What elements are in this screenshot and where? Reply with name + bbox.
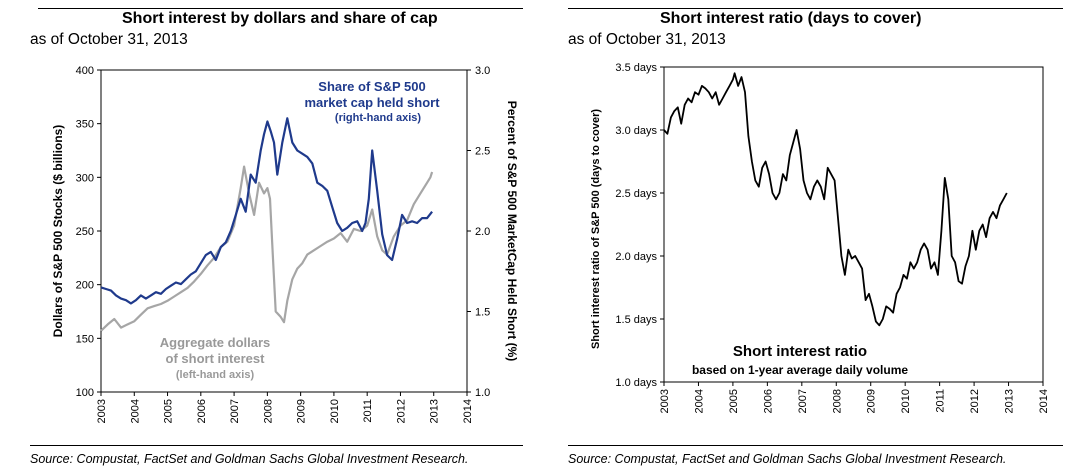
x-tick-label: 2012 bbox=[969, 389, 981, 413]
y-tick-label: 1.0 days bbox=[615, 377, 657, 389]
right-bottom-rule bbox=[568, 445, 1063, 446]
left-y-tick-label: 400 bbox=[76, 65, 94, 77]
left-chart-plot: 100 150 200 250 300 350 400 1.0 1.5 2.0 2.5 3.0 2003… bbox=[51, 65, 519, 423]
y-tick-label: 2.0 days bbox=[615, 251, 657, 263]
x-tick-label: 2013 bbox=[1004, 389, 1016, 413]
share-of-cap-line bbox=[100, 117, 433, 305]
x-tick-label: 2010 bbox=[329, 399, 341, 423]
x-tick-label: 2009 bbox=[296, 399, 308, 423]
left-y-tick-label: 100 bbox=[76, 387, 94, 399]
x-tick-label: 2007 bbox=[797, 389, 809, 413]
left-y-tick-label: 300 bbox=[76, 172, 94, 184]
left-y-tick-label: 250 bbox=[76, 226, 94, 238]
x-tick-label: 2014 bbox=[462, 399, 474, 423]
right-y-tick-label: 3.0 bbox=[475, 65, 490, 77]
y-tick-label: 1.5 days bbox=[615, 314, 657, 326]
left-y-axis-title: Dollars of S&P 500 Stocks ($ billions) bbox=[51, 125, 65, 338]
right-y-tick-label: 1.5 bbox=[475, 307, 490, 319]
x-tick-label: 2011 bbox=[362, 399, 374, 423]
short-interest-ratio-line bbox=[663, 72, 1008, 327]
left-bottom-rule bbox=[30, 445, 523, 446]
right-y-axis-title: Percent of S&P 500 MarketCap Held Short … bbox=[505, 101, 519, 362]
right-y-tick-label: 2.5 bbox=[475, 146, 490, 158]
x-tick-label: 2005 bbox=[163, 399, 175, 423]
right-source-note: Source: Compustat, FactSet and Goldman S… bbox=[568, 452, 1007, 466]
x-tick-label: 2005 bbox=[728, 389, 740, 413]
x-tick-label: 2011 bbox=[935, 389, 947, 413]
x-tick-label: 2008 bbox=[262, 399, 274, 423]
x-tick-label: 2006 bbox=[196, 399, 208, 423]
y-tick-label: 2.5 days bbox=[615, 188, 657, 200]
x-tick-label: 2007 bbox=[229, 399, 241, 423]
left-y-tick-label: 350 bbox=[76, 119, 94, 131]
right-y-tick-label: 2.0 bbox=[475, 226, 490, 238]
x-tick-label: 2003 bbox=[659, 389, 671, 413]
right-chart-title: Short interest ratio (days to cover) bbox=[660, 10, 922, 27]
x-tick-label: 2010 bbox=[900, 389, 912, 413]
y-axis-title: Short interest ratio of S&P 500 (days to… bbox=[590, 109, 602, 349]
right-chart-plot: 1.0 days 1.5 days 2.0 days 2.5 days 3.0 days… bbox=[590, 62, 1050, 413]
right-chart-subtitle: as of October 31, 2013 bbox=[568, 31, 726, 48]
aggregate-annotation-line2: of short interest bbox=[166, 351, 266, 366]
left-source-note: Source: Compustat, FactSet and Goldman S… bbox=[30, 452, 469, 466]
left-chart-title: Short interest by dollars and share of c… bbox=[122, 10, 438, 27]
x-tick-label: 2012 bbox=[395, 399, 407, 423]
x-tick-label: 2009 bbox=[866, 389, 878, 413]
share-annotation-line1: Share of S&P 500 bbox=[318, 79, 425, 94]
annotation-title: Short interest ratio bbox=[733, 343, 867, 360]
share-annotation-line2: market cap held short bbox=[304, 95, 440, 110]
share-annotation-line3: (right-hand axis) bbox=[335, 112, 422, 124]
left-y-tick-label: 200 bbox=[76, 280, 94, 292]
annotation-subtitle: based on 1-year average daily volume bbox=[692, 363, 908, 377]
right-top-rule bbox=[568, 8, 1063, 9]
aggregate-annotation-line3: (left-hand axis) bbox=[176, 369, 255, 381]
right-chart-panel: Short interest ratio (days to cover) as … bbox=[563, 0, 1070, 472]
y-tick-label: 3.0 days bbox=[615, 125, 657, 137]
x-tick-label: 2006 bbox=[762, 389, 774, 413]
right-y-tick-label: 1.0 bbox=[475, 387, 490, 399]
x-tick-label: 2008 bbox=[831, 389, 843, 413]
plot-frame bbox=[663, 66, 1044, 383]
y-tick-label: 3.5 days bbox=[615, 62, 657, 74]
x-tick-label: 2004 bbox=[129, 399, 141, 423]
left-y-tick-label: 150 bbox=[76, 333, 94, 345]
left-chart-subtitle: as of October 31, 2013 bbox=[30, 31, 188, 48]
x-tick-label: 2004 bbox=[693, 389, 705, 413]
left-top-rule bbox=[38, 8, 523, 9]
x-tick-label: 2013 bbox=[429, 399, 441, 423]
left-chart-panel: Short interest by dollars and share of c… bbox=[0, 0, 530, 472]
x-tick-label: 2014 bbox=[1038, 389, 1050, 413]
aggregate-dollars-line bbox=[100, 165, 434, 332]
aggregate-annotation-line1: Aggregate dollars bbox=[160, 335, 271, 350]
x-tick-label: 2003 bbox=[96, 399, 108, 423]
